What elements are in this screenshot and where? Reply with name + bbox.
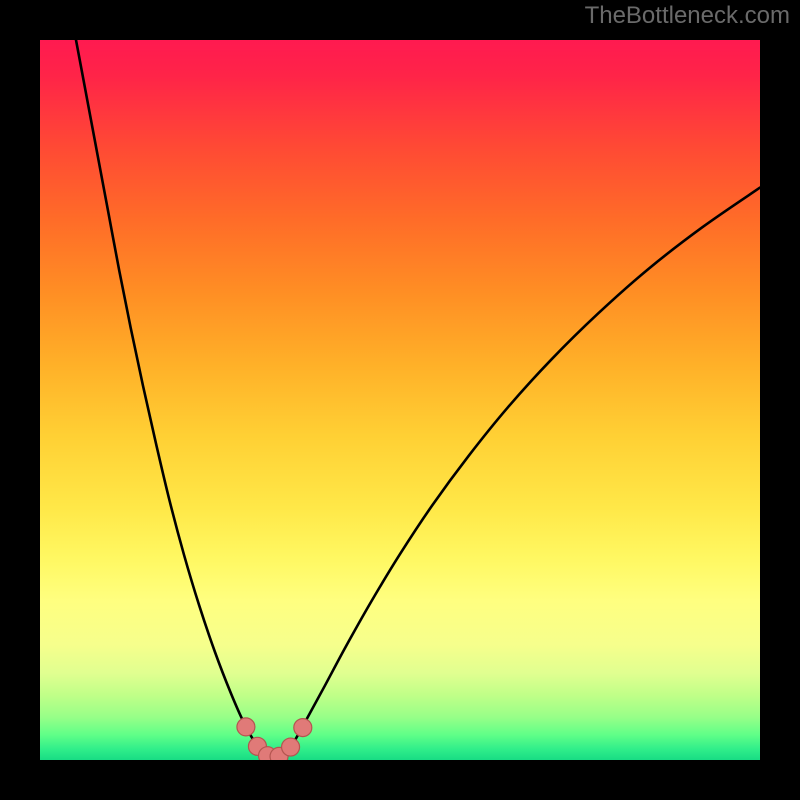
curve-marker-5 bbox=[294, 719, 312, 737]
curve-marker-4 bbox=[282, 738, 300, 756]
watermark-text: TheBottleneck.com bbox=[585, 2, 790, 30]
bottleneck-curve bbox=[76, 40, 760, 759]
curve-layer bbox=[40, 40, 760, 760]
plot-area bbox=[40, 40, 760, 760]
chart-stage: TheBottleneck.com bbox=[0, 0, 800, 800]
curve-marker-0 bbox=[237, 718, 255, 736]
